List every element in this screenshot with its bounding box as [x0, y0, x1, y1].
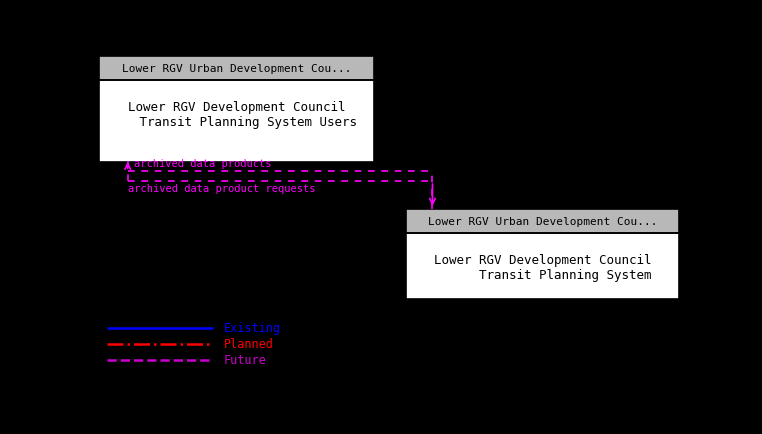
Text: Planned: Planned [224, 337, 274, 350]
Text: Lower RGV Urban Development Cou...: Lower RGV Urban Development Cou... [122, 64, 351, 74]
Text: Lower RGV Urban Development Cou...: Lower RGV Urban Development Cou... [428, 216, 658, 226]
Bar [99, 57, 374, 81]
Text: Future: Future [224, 353, 267, 366]
Bar [406, 209, 679, 233]
Bar [406, 209, 679, 299]
Text: Lower RGV Development Council
   Transit Planning System Users: Lower RGV Development Council Transit Pl… [117, 101, 357, 129]
Bar [99, 57, 374, 162]
Text: Lower RGV Development Council
      Transit Planning System: Lower RGV Development Council Transit Pl… [434, 253, 652, 281]
Text: Existing: Existing [224, 321, 281, 334]
Text: archived data products: archived data products [133, 158, 271, 168]
Text: archived data product requests: archived data product requests [128, 184, 315, 194]
